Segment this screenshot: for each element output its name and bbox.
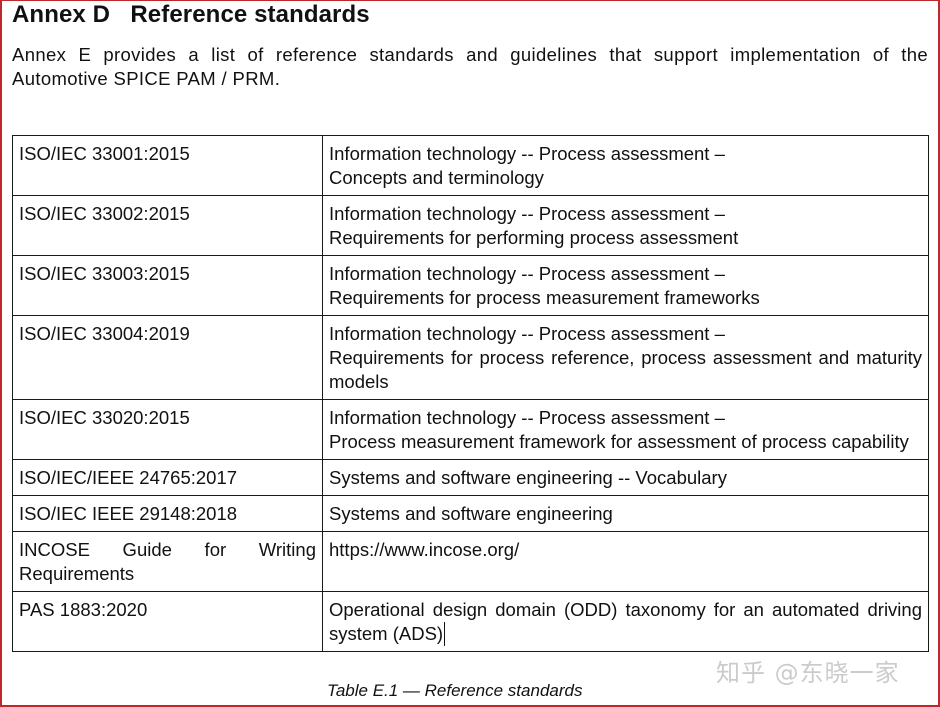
- standard-description[interactable]: Operational design domain (ODD) taxonomy…: [322, 591, 929, 652]
- table-row: ISO/IEC 33001:2015 Information technolog…: [12, 135, 929, 196]
- standard-id: ISO/IEC 33002:2015: [12, 195, 323, 256]
- standard-description: Information technology -- Process assess…: [322, 135, 929, 196]
- table-row: ISO/IEC/IEEE 24765:2017 Systems and soft…: [12, 459, 929, 496]
- standard-description: Information technology -- Process assess…: [322, 255, 929, 316]
- standard-id: ISO/IEC 33004:2019: [12, 315, 323, 400]
- reference-standards-table: ISO/IEC 33001:2015 Information technolog…: [12, 135, 929, 652]
- standard-id: ISO/IEC 33001:2015: [12, 135, 323, 196]
- annex-title: Reference standards: [130, 1, 370, 28]
- standard-id: INCOSE Guide for Writing Requirements: [12, 531, 323, 592]
- text-cursor: [444, 622, 446, 646]
- standard-id: ISO/IEC 33003:2015: [12, 255, 323, 316]
- table-row: ISO/IEC 33004:2019 Information technolog…: [12, 315, 929, 400]
- table-row: ISO/IEC IEEE 29148:2018 Systems and soft…: [12, 495, 929, 532]
- annex-number: Annex D: [12, 1, 111, 28]
- table-row: PAS 1883:2020 Operational design domain …: [12, 591, 929, 652]
- standard-id: ISO/IEC 33020:2015: [12, 399, 323, 460]
- watermark: 知乎 @东晓一家: [716, 659, 900, 687]
- standard-description: Information technology -- Process assess…: [322, 399, 929, 460]
- table-row: ISO/IEC 33003:2015 Information technolog…: [12, 255, 929, 316]
- standard-id: PAS 1883:2020: [12, 591, 323, 652]
- standard-description: Information technology -- Process assess…: [322, 195, 929, 256]
- table-row: ISO/IEC 33002:2015 Information technolog…: [12, 195, 929, 256]
- standard-description: Systems and software engineering: [322, 495, 929, 532]
- standard-link[interactable]: https://www.incose.org/: [322, 531, 929, 592]
- standard-id: ISO/IEC/IEEE 24765:2017: [12, 459, 323, 496]
- standard-description: Systems and software engineering -- Voca…: [322, 459, 929, 496]
- intro-paragraph: Annex E provides a list of reference sta…: [12, 44, 928, 89]
- table-row: ISO/IEC 33020:2015 Information technolog…: [12, 399, 929, 460]
- standard-id: ISO/IEC IEEE 29148:2018: [12, 495, 323, 532]
- table-row: INCOSE Guide for Writing Requirements ht…: [12, 531, 929, 592]
- table-caption: Table E.1 — Reference standards: [327, 681, 583, 700]
- standard-description: Information technology -- Process assess…: [322, 315, 929, 400]
- annex-heading: Annex D Reference standards: [12, 1, 370, 29]
